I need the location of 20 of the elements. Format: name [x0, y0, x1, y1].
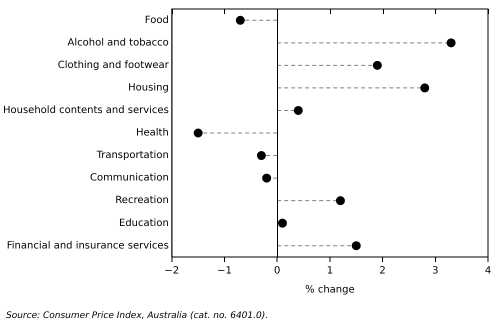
x-tick-label: −1	[217, 266, 232, 277]
y-tick-label: Transportation	[96, 150, 169, 162]
source-note: Source: Consumer Price Index, Australia (cat. no. 6401.0).	[6, 311, 268, 321]
x-tick-label: −2	[164, 266, 180, 277]
y-tick-label: Clothing and footwear	[58, 60, 170, 71]
y-tick-label: Household contents and services	[3, 105, 169, 116]
y-tick-label: Housing	[128, 82, 169, 94]
x-tick-label: 1	[326, 266, 334, 277]
y-tick-label: Alcohol and tobacco	[68, 37, 169, 48]
x-tick-label: 2	[379, 266, 386, 277]
y-tick-label: Financial and insurance services	[6, 240, 169, 252]
y-tick-label: Education	[119, 218, 169, 229]
y-tick-label: Recreation	[115, 195, 169, 206]
x-axis-title: % change	[305, 284, 355, 296]
y-tick-label: Communication	[90, 172, 169, 184]
x-tick-label: 3	[432, 266, 438, 277]
y-tick-label: Health	[136, 128, 169, 139]
x-tick-label: 4	[484, 266, 492, 277]
x-tick-label: 0	[274, 266, 280, 277]
y-tick-label: Food	[144, 14, 169, 26]
